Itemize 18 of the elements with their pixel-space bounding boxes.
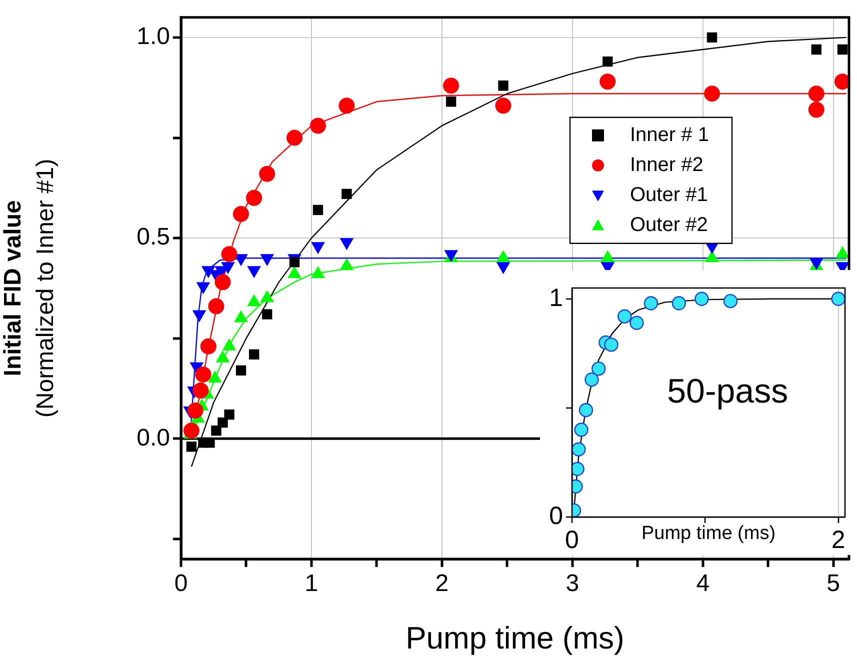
x-tick-label: 2 (831, 526, 846, 554)
y-tick-label: 0.0 (136, 424, 170, 452)
y-axis-title: Initial FID value (Normalized to Inner #1) (0, 158, 59, 418)
y-tick-label: 1.0 (136, 23, 170, 50)
x-tick-label: 5 (826, 570, 840, 598)
annotation: 50-pass (667, 372, 788, 411)
legend-label: Inner #2 (630, 154, 704, 176)
legend-label: Inner # 1 (630, 124, 709, 146)
x-tick-label: 0 (174, 570, 188, 598)
x-tick-label: 1 (304, 570, 318, 598)
y-tick-label: 0.5 (136, 224, 170, 251)
x-tick-label: 3 (566, 570, 580, 598)
legend-label: Outer #1 (630, 184, 708, 206)
x-tick-label: 2 (435, 570, 449, 598)
x-axis-title: Pump time (ms) (641, 523, 776, 544)
x-axis-title: Pump time (ms) (406, 620, 624, 656)
legend-label: Outer #2 (630, 214, 708, 236)
x-tick-label: 4 (696, 570, 710, 598)
